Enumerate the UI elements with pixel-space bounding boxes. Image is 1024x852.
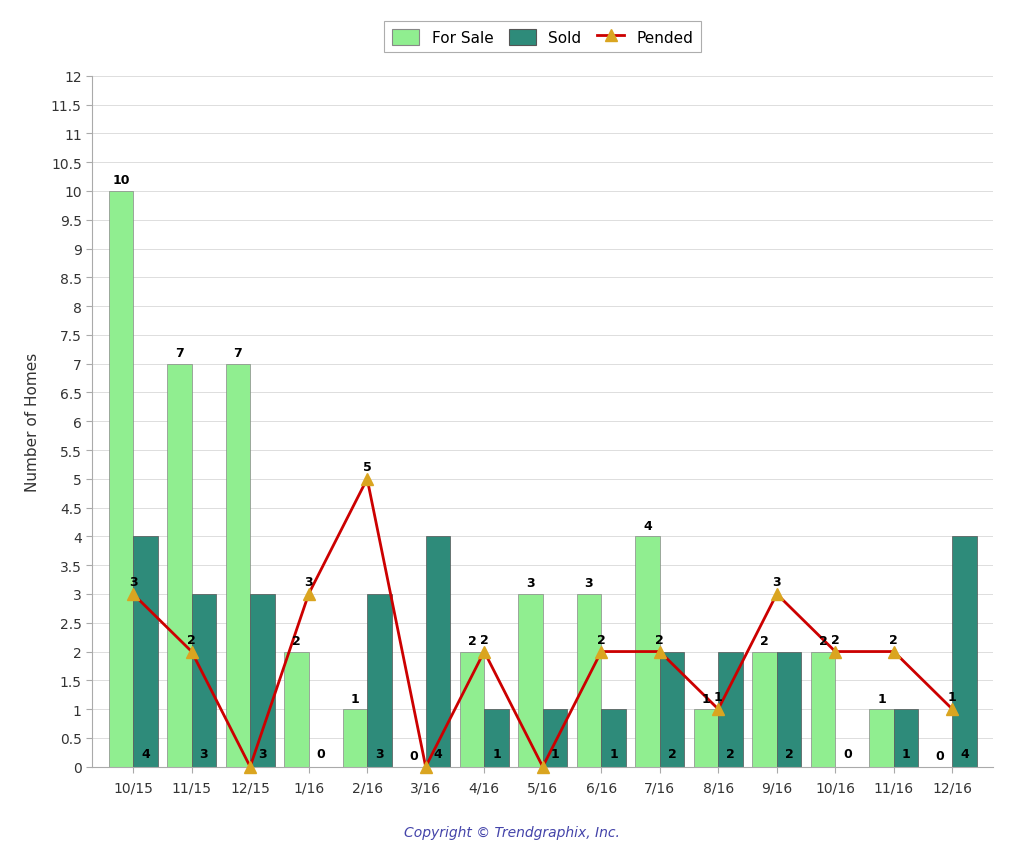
Bar <box>460 652 484 767</box>
Text: 0: 0 <box>936 749 944 763</box>
Text: 3: 3 <box>200 747 208 760</box>
Bar <box>659 652 684 767</box>
Bar <box>753 652 777 767</box>
Text: 2: 2 <box>890 633 898 646</box>
Text: 1: 1 <box>551 747 559 760</box>
Text: 2: 2 <box>655 633 665 646</box>
Text: 2: 2 <box>830 633 840 646</box>
Text: 2: 2 <box>480 633 488 646</box>
Bar <box>718 652 742 767</box>
Text: 0: 0 <box>316 747 326 760</box>
Text: 5: 5 <box>362 461 372 474</box>
Text: 7: 7 <box>233 347 243 360</box>
Bar <box>518 595 543 767</box>
Text: 0: 0 <box>409 749 418 763</box>
Bar <box>109 192 133 767</box>
Text: 2: 2 <box>760 634 769 648</box>
Bar <box>484 709 509 767</box>
Text: 4: 4 <box>141 747 150 760</box>
Text: 1: 1 <box>350 692 359 705</box>
Bar <box>426 537 451 767</box>
Bar <box>543 709 567 767</box>
Bar <box>952 537 977 767</box>
Text: 1: 1 <box>948 691 956 704</box>
Bar <box>635 537 659 767</box>
Bar <box>601 709 626 767</box>
Text: 2: 2 <box>818 634 827 648</box>
Text: 3: 3 <box>258 747 266 760</box>
Text: 2: 2 <box>784 747 794 760</box>
Bar <box>167 365 191 767</box>
Text: 1: 1 <box>701 692 711 705</box>
Text: 2: 2 <box>726 747 735 760</box>
Y-axis label: Number of Homes: Number of Homes <box>25 352 40 492</box>
Text: 4: 4 <box>643 519 652 532</box>
Bar <box>191 595 216 767</box>
Text: 1: 1 <box>902 747 910 760</box>
Text: 3: 3 <box>129 576 137 589</box>
Text: 1: 1 <box>878 692 886 705</box>
Text: 1: 1 <box>714 691 723 704</box>
Text: 4: 4 <box>433 747 442 760</box>
Text: 0: 0 <box>843 747 852 760</box>
Text: 2: 2 <box>468 634 476 648</box>
Bar <box>869 709 894 767</box>
Text: 3: 3 <box>585 577 593 590</box>
Text: 2: 2 <box>187 633 196 646</box>
Bar <box>133 537 158 767</box>
Text: 10: 10 <box>112 174 130 187</box>
Bar <box>577 595 601 767</box>
Text: 7: 7 <box>175 347 183 360</box>
Bar <box>811 652 836 767</box>
Text: 4: 4 <box>961 747 969 760</box>
Bar <box>693 709 718 767</box>
Bar <box>368 595 392 767</box>
Bar <box>225 365 250 767</box>
Text: 2: 2 <box>668 747 677 760</box>
Text: 1: 1 <box>493 747 501 760</box>
Bar <box>894 709 919 767</box>
Text: 2: 2 <box>597 633 605 646</box>
Text: 3: 3 <box>772 576 781 589</box>
Text: 1: 1 <box>609 747 617 760</box>
Bar <box>343 709 368 767</box>
Text: Copyright © Trendgraphix, Inc.: Copyright © Trendgraphix, Inc. <box>404 826 620 839</box>
Legend: For Sale, Sold, Pended: For Sale, Sold, Pended <box>384 22 701 54</box>
Text: 2: 2 <box>292 634 301 648</box>
Bar <box>250 595 274 767</box>
Text: 3: 3 <box>526 577 535 590</box>
Bar <box>777 652 802 767</box>
Text: 3: 3 <box>375 747 384 760</box>
Bar <box>284 652 308 767</box>
Text: 3: 3 <box>304 576 313 589</box>
